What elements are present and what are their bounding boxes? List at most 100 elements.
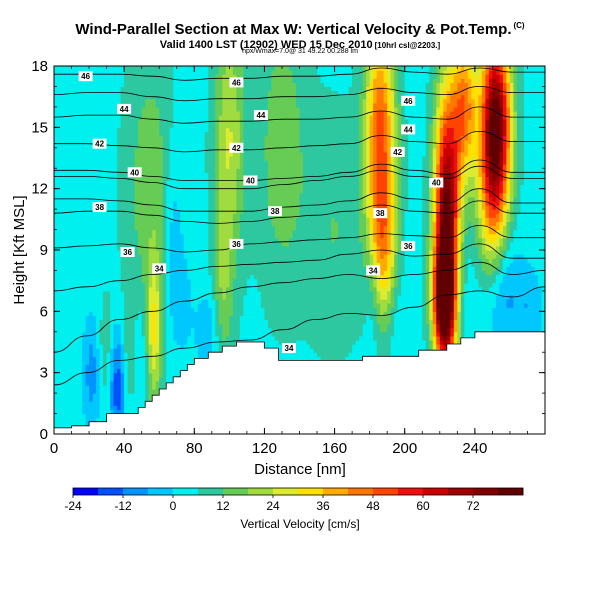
heatmap-cell	[124, 82, 129, 88]
heatmap-cell	[222, 237, 227, 243]
heatmap-cell	[225, 217, 230, 222]
heatmap-cell	[155, 106, 160, 112]
heatmap-cell	[180, 262, 185, 267]
heatmap-cell	[61, 339, 66, 345]
heatmap-cell	[82, 180, 87, 186]
heatmap-cell	[127, 225, 132, 231]
heatmap-cell	[166, 102, 171, 108]
heatmap-cell	[127, 282, 132, 288]
heatmap-cell	[103, 237, 108, 243]
heatmap-cell	[145, 319, 150, 325]
heatmap-cell	[201, 66, 206, 71]
heatmap-cell	[225, 74, 230, 79]
heatmap-cell	[166, 315, 171, 321]
heatmap-cell	[68, 217, 73, 222]
heatmap-cell	[166, 180, 171, 186]
heatmap-cell	[82, 266, 87, 272]
heatmap-cell	[113, 290, 118, 296]
heatmap-cell	[138, 294, 143, 300]
heatmap-cell	[190, 237, 195, 243]
heatmap-cell	[131, 213, 136, 218]
heatmap-cell	[92, 82, 97, 88]
heatmap-cell	[141, 237, 146, 243]
heatmap-cell	[204, 241, 209, 247]
heatmap-cell	[134, 98, 139, 104]
heatmap-cell	[225, 323, 230, 329]
heatmap-cell	[197, 303, 202, 308]
heatmap-cell	[117, 180, 122, 186]
heatmap-cell	[127, 352, 132, 357]
heatmap-cell	[211, 250, 216, 255]
heatmap-cell	[183, 66, 188, 71]
heatmap-cell	[82, 323, 87, 329]
heatmap-cell	[64, 151, 69, 157]
heatmap-cell	[211, 164, 216, 169]
heatmap-cell	[173, 335, 178, 341]
heatmap-cell	[243, 237, 248, 243]
heatmap-cell	[89, 160, 94, 165]
heatmap-cell	[148, 339, 153, 345]
heatmap-cell	[155, 155, 160, 161]
heatmap-cell	[166, 192, 171, 198]
heatmap-cell	[222, 180, 227, 186]
heatmap-cell	[222, 282, 227, 288]
heatmap-cell	[180, 339, 185, 345]
heatmap-cell	[82, 282, 87, 288]
heatmap-cell	[96, 164, 101, 169]
heatmap-cell	[71, 393, 76, 398]
heatmap-cell	[85, 290, 90, 296]
heatmap-cell	[124, 200, 129, 206]
heatmap-cell	[82, 290, 87, 296]
heatmap-cell	[236, 294, 241, 300]
heatmap-cell	[187, 70, 192, 75]
heatmap-cell	[138, 356, 143, 361]
heatmap-cell	[166, 372, 171, 378]
heatmap-cell	[239, 176, 244, 182]
heatmap-cell	[246, 278, 251, 284]
heatmap-cell	[180, 200, 185, 206]
heatmap-cell	[96, 123, 101, 128]
heatmap-cell	[99, 188, 104, 194]
heatmap-cell	[201, 352, 206, 357]
heatmap-cell	[117, 307, 122, 312]
heatmap-cell	[106, 335, 111, 341]
heatmap-cell	[82, 147, 87, 153]
heatmap-cell	[134, 364, 139, 370]
heatmap-cell	[145, 241, 150, 247]
heatmap-cell	[236, 139, 241, 145]
heatmap-cell	[218, 282, 223, 288]
heatmap-cell	[232, 115, 237, 120]
heatmap-cell	[64, 389, 69, 394]
heatmap-cell	[194, 192, 199, 198]
heatmap-cell	[159, 311, 164, 317]
heatmap-cell	[152, 323, 157, 329]
heatmap-cell	[89, 286, 94, 292]
heatmap-cell	[106, 98, 111, 104]
heatmap-cell	[71, 176, 76, 182]
heatmap-cell	[106, 315, 111, 321]
heatmap-cell	[96, 339, 101, 345]
heatmap-cell	[99, 155, 104, 161]
heatmap-cell	[120, 151, 125, 157]
heatmap-cell	[162, 335, 167, 341]
heatmap-cell	[113, 233, 118, 239]
heatmap-cell	[190, 188, 195, 194]
heatmap-cell	[173, 348, 178, 353]
heatmap-cell	[169, 115, 174, 120]
heatmap-cell	[113, 294, 118, 300]
heatmap-cell	[218, 237, 223, 243]
heatmap-cell	[204, 294, 209, 300]
heatmap-cell	[82, 245, 87, 251]
heatmap-cell	[54, 82, 59, 88]
heatmap-cell	[232, 307, 237, 312]
heatmap-cell	[117, 339, 122, 345]
heatmap-cell	[176, 335, 181, 341]
heatmap-cell	[162, 86, 167, 92]
heatmap-cell	[138, 233, 143, 239]
heatmap-cell	[173, 168, 178, 173]
heatmap-cell	[120, 360, 125, 366]
heatmap-cell	[169, 360, 174, 366]
heatmap-cell	[92, 131, 97, 137]
heatmap-cell	[85, 180, 90, 186]
heatmap-cell	[141, 192, 146, 198]
